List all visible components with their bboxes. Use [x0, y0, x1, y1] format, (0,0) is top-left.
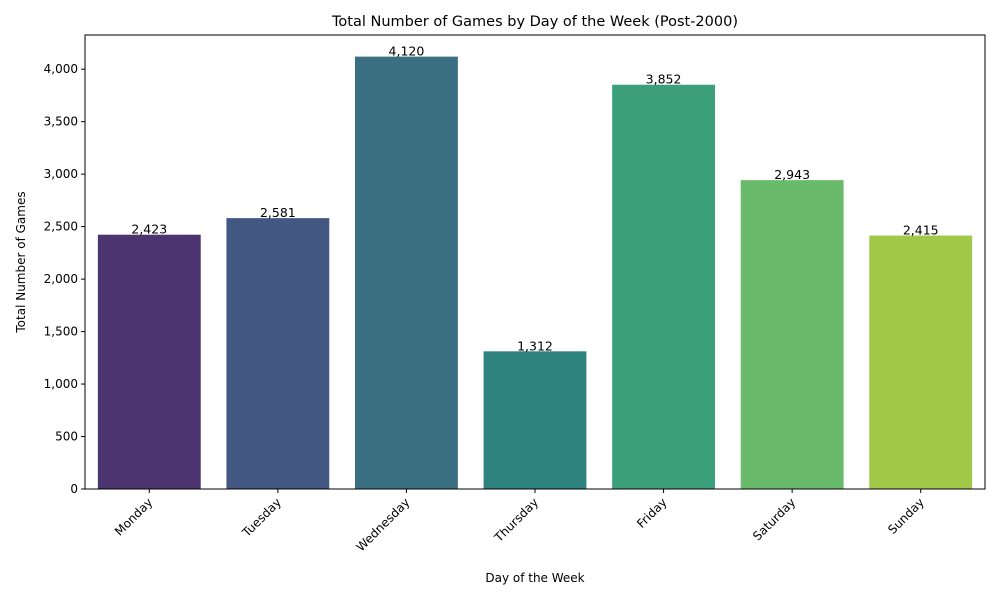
y-tick-label: 2,000	[44, 272, 78, 286]
y-tick-label: 1,500	[44, 325, 78, 339]
data-label-friday: 3,852	[646, 72, 682, 87]
bar-wednesday	[355, 56, 458, 489]
bars-group	[97, 56, 973, 490]
data-label-wednesday: 4,120	[389, 44, 425, 59]
data-label-saturday: 2,943	[774, 167, 810, 182]
y-tick-label: 4,000	[44, 62, 78, 76]
x-axis-ticks: Monday Tuesday Wednesday Thursday Friday Satu…	[112, 489, 927, 554]
data-label-monday: 2,423	[131, 222, 167, 237]
y-tick-label: 3,500	[44, 115, 78, 129]
x-tick-label-thursday: Thursday	[491, 495, 541, 545]
data-label-sunday: 2,415	[903, 223, 939, 238]
bar-sunday	[869, 235, 973, 489]
x-axis-label: Day of the Week	[485, 571, 584, 585]
plot-frame	[84, 34, 986, 490]
bar-thursday	[483, 351, 587, 489]
y-tick-label: 3,000	[44, 167, 78, 181]
x-tick-label-tuesday: Tuesday	[239, 495, 284, 540]
x-tick-label-sunday: Sunday	[885, 495, 927, 537]
x-tick-label-friday: Friday	[634, 495, 670, 531]
y-axis-ticks: 0 500 1,000 1,500 2,000 2,500 3,000 3,500 4,000	[44, 62, 85, 496]
chart-title: Total Number of Games by Day of the Week…	[331, 14, 738, 30]
x-tick-label-saturday: Saturday	[750, 495, 798, 543]
y-tick-label: 2,500	[44, 220, 78, 234]
y-tick-label: 1,000	[44, 377, 78, 391]
bar-tuesday	[226, 218, 330, 490]
y-axis-label: Total Number of Games	[14, 191, 28, 333]
bar-friday	[612, 84, 715, 489]
bar-monday	[97, 234, 201, 489]
y-tick-label: 0	[70, 482, 78, 496]
data-label-thursday: 1,312	[517, 338, 553, 353]
y-tick-label: 500	[55, 430, 78, 444]
data-labels-group: 2,423 2,581 4,120 1,312 3,852 2,943 2,415	[131, 44, 938, 354]
x-tick-label-monday: Monday	[112, 495, 155, 538]
data-label-tuesday: 2,581	[260, 205, 296, 220]
x-tick-label-wednesday: Wednesday	[354, 495, 413, 554]
bar-saturday	[740, 180, 844, 489]
